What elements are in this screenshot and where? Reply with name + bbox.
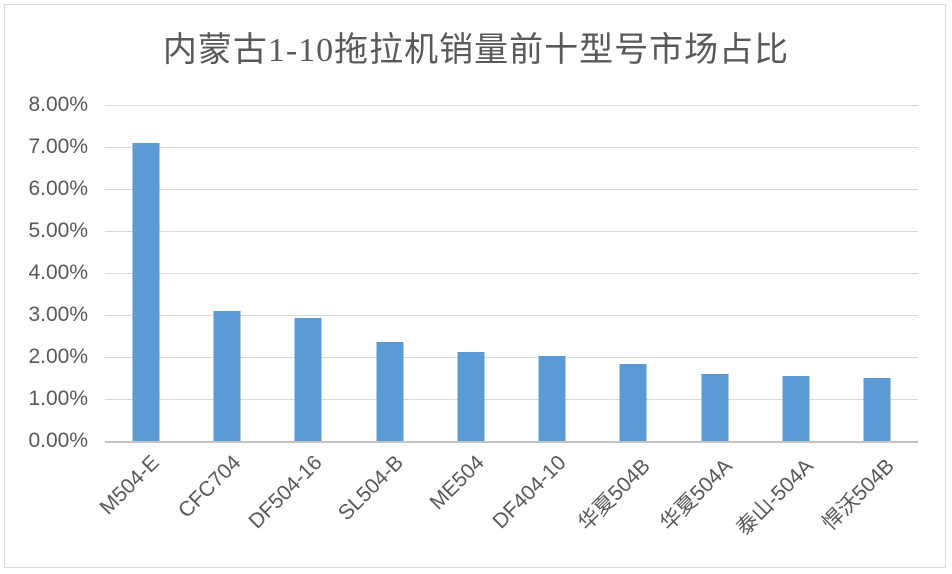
bar-M504-E (132, 142, 160, 441)
gridline (105, 272, 918, 274)
y-tick-label: 8.00% (28, 93, 88, 116)
x-category-label: ME504 (425, 451, 490, 515)
x-category-label: 华夏504A (655, 454, 737, 536)
plot-area (105, 104, 918, 443)
gridline (105, 146, 918, 148)
bar-华夏504B (619, 364, 647, 441)
x-category-label: DF404-10 (488, 451, 571, 534)
bar-泰山-504A (782, 375, 810, 441)
gridline (105, 398, 918, 400)
gridline (105, 356, 918, 358)
gridline (105, 104, 918, 106)
x-category-label: SL504-B (333, 451, 408, 526)
gridline (105, 230, 918, 232)
y-tick-label: 6.00% (28, 177, 88, 200)
bar-SL504-B (376, 342, 404, 441)
x-axis-labels: M504-E CFC704 DF504-16 SL504-B ME504 DF404-10… (96, 451, 918, 569)
gridline (105, 188, 918, 190)
x-axis-line (105, 441, 918, 443)
y-tick-label: 2.00% (28, 345, 88, 368)
chart-title: 内蒙古1-10拖拉机销量前十型号市场占比 (162, 32, 790, 69)
x-category-label: DF504-16 (244, 451, 327, 534)
bar-悍沃504B (863, 378, 891, 441)
bar-DF404-10 (538, 356, 566, 441)
y-tick-label: 7.00% (28, 135, 88, 158)
x-category-label: 悍沃504B (818, 454, 900, 536)
bar-华夏504A (701, 373, 729, 441)
y-tick-label: 4.00% (28, 261, 88, 284)
x-category-label: M504-E (95, 451, 164, 520)
y-tick-label: 5.00% (28, 219, 88, 242)
y-tick-label: 0.00% (28, 429, 88, 452)
y-axis-labels: 0.00% 1.00% 2.00% 3.00% 4.00% 5.00% 6.00% 7.00%… (8, 93, 88, 452)
bar-DF504-16 (294, 318, 322, 441)
bar-CFC704 (213, 310, 241, 441)
y-tick-label: 1.00% (28, 387, 88, 410)
x-category-label: 泰山-504A (732, 454, 818, 541)
x-category-label: CFC704 (173, 451, 246, 523)
gridline (105, 314, 918, 316)
x-category-label: 华夏504B (574, 454, 656, 536)
bar-ME504 (457, 351, 485, 441)
y-tick-label: 3.00% (28, 303, 88, 326)
